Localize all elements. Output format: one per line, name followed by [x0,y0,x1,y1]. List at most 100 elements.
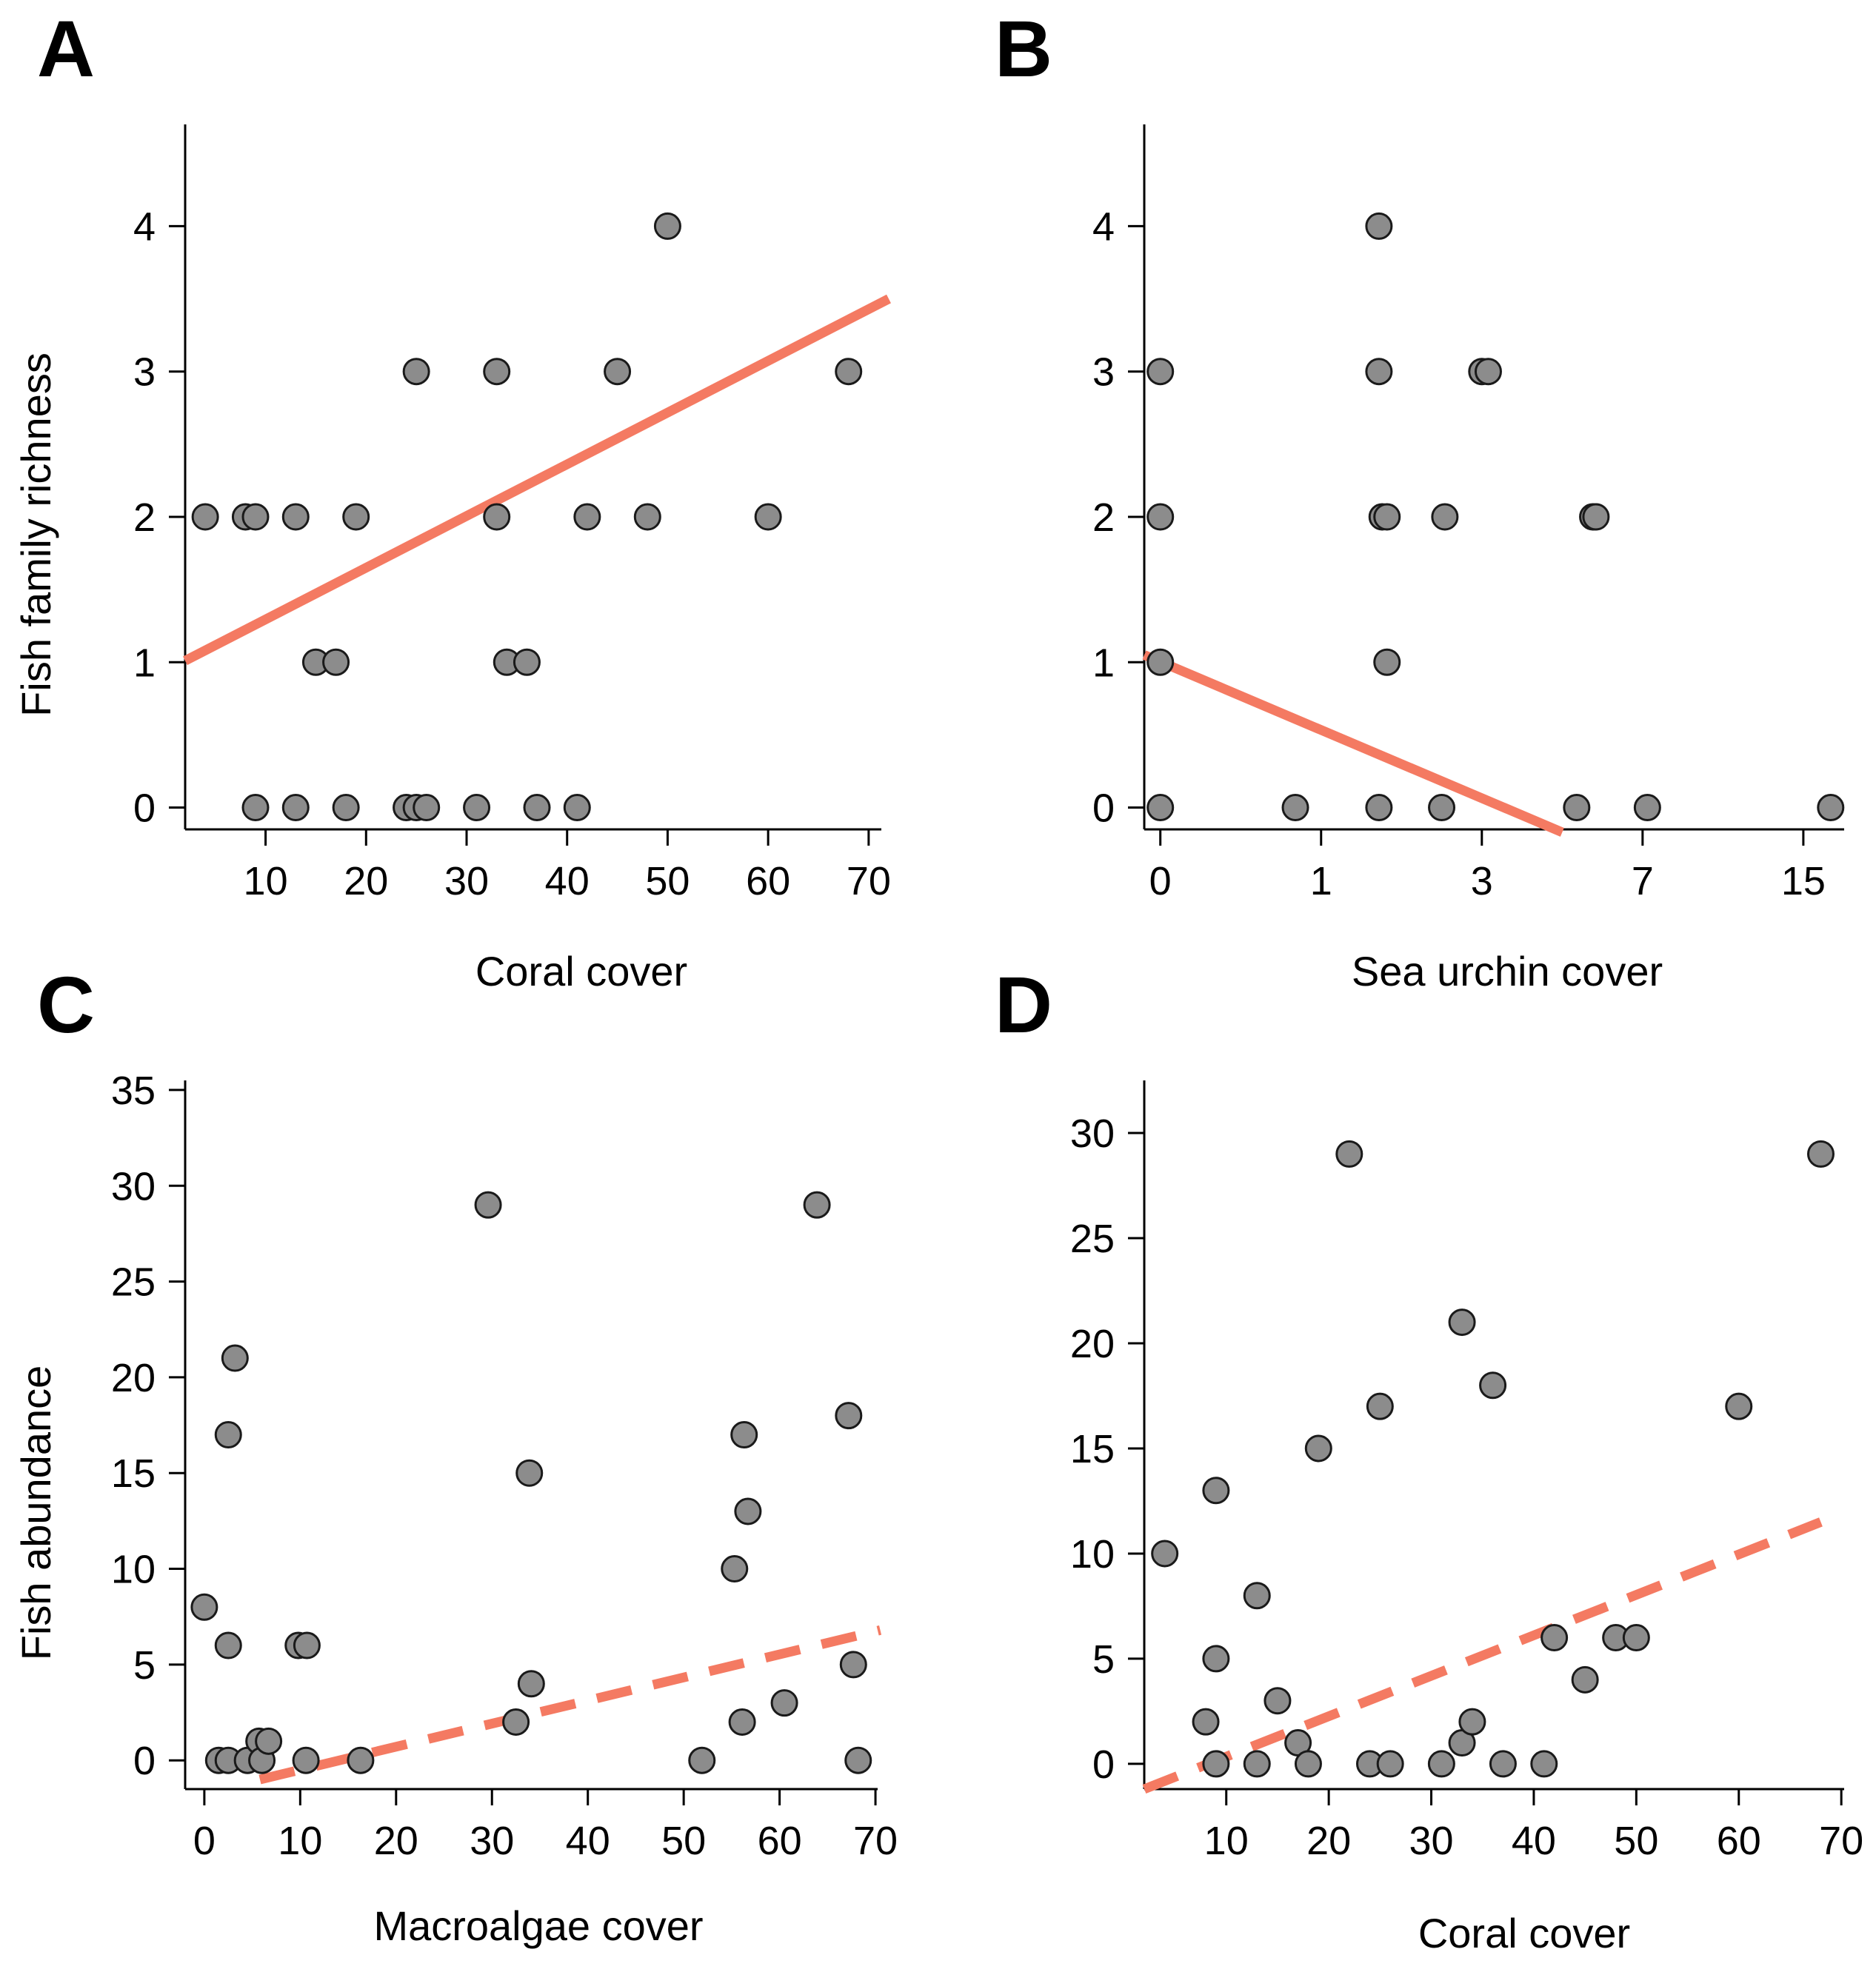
x-axis-title: Sea urchin cover [1352,948,1663,995]
x-axis-title: Coral cover [475,948,687,995]
data-point [653,212,681,240]
data-point [1622,1624,1650,1652]
y-tick-label: 0 [1092,1742,1115,1787]
y-tick-label: 0 [133,786,156,831]
panel-label: B [995,4,1052,93]
panel-d: D Coral cover 10 20 30 40 50 60 70 0 5 10 15 20 25 30 [995,960,1863,1956]
y-tick-label: 2 [1092,495,1115,540]
data-point [1202,1750,1230,1778]
fit [258,1625,882,1785]
data-point [1428,794,1456,822]
y-axis-title: Fish abundance [13,1366,59,1661]
data-point [1458,1708,1486,1736]
data-point [241,503,270,531]
y-tick-label: 15 [111,1451,156,1496]
data-point [1365,794,1393,822]
data-point [1474,358,1502,386]
data-point [293,1631,321,1660]
data-point [1571,1665,1599,1694]
x-tick-label: 70 [1819,1819,1863,1863]
data-point [513,648,541,676]
panel-label: A [37,4,95,93]
x-tick-label: 3 [1471,859,1493,903]
data-point [728,1708,756,1736]
x-tick-label: 20 [344,859,388,903]
data-point [1806,1140,1835,1168]
panel-c: C Macroalgae cover Fish abundance 0 10 20 3… [13,960,898,1949]
x-tick-label: 60 [758,1819,802,1863]
y-tick-label: 30 [111,1164,156,1209]
data-point [835,358,863,386]
x-tick-label: 50 [645,859,690,903]
data-point [1563,794,1591,822]
x-axis-title: Coral cover [1418,1910,1630,1956]
data-point [734,1497,762,1525]
x-tick-label: 60 [1717,1819,1761,1863]
x-tick-label: 20 [1306,1819,1351,1863]
points [1146,212,1845,822]
panel-label: D [995,960,1052,1049]
data-point [342,503,370,531]
data-point [1540,1624,1569,1652]
data-point [241,794,270,822]
fit-line [1142,650,1564,837]
data-point [502,1708,530,1736]
x-tick-label: 40 [545,859,590,903]
x-tick-label: 0 [1149,859,1172,903]
ticks: 0 1 3 7 15 0 1 2 3 4 [1092,124,1844,903]
x-tick-label: 10 [278,1819,322,1863]
data-point [1281,794,1309,822]
data-point [1264,1687,1292,1715]
data-point [322,648,350,676]
data-point [214,1631,242,1660]
data-point [1489,1750,1517,1778]
panel-label: C [37,960,95,1049]
data-point [1304,1434,1332,1463]
y-tick-label: 20 [1070,1322,1115,1366]
data-point [839,1651,867,1679]
x-tick-label: 30 [470,1819,514,1863]
data-point [332,794,360,822]
data-point [1365,212,1393,240]
y-tick-label: 10 [1070,1532,1115,1577]
data-point [1243,1750,1271,1778]
data-point [1151,1540,1179,1568]
data-point [1335,1140,1363,1168]
data-point [844,1746,872,1774]
y-tick-label: 2 [133,495,156,540]
data-point [1146,503,1175,531]
data-point [573,503,601,531]
y-tick-label: 5 [1092,1637,1115,1682]
data-point [191,503,219,531]
data-point [523,794,551,822]
y-tick-label: 1 [133,641,156,685]
data-point [292,1746,320,1774]
x-tick-label: 15 [1781,859,1826,903]
data-point [1243,1582,1271,1610]
data-point [347,1746,375,1774]
y-tick-label: 10 [111,1548,156,1592]
fit-line [258,1625,882,1785]
fit [1142,1517,1823,1794]
x-tick-label: 50 [661,1819,706,1863]
ticks: 0 10 20 30 40 50 60 70 0 5 10 15 20 25 30 35 [111,1069,898,1863]
y-tick-label: 3 [1092,350,1115,395]
fit-line [1142,1517,1823,1794]
data-point [221,1344,249,1372]
x-tick-label: 7 [1632,859,1654,903]
points [1151,1140,1835,1778]
y-tick-label: 0 [1092,786,1115,831]
data-point [1294,1750,1322,1778]
y-tick-label: 25 [1070,1217,1115,1261]
fit [1142,650,1564,837]
data-point [730,1421,758,1448]
y-tick-label: 3 [133,350,156,395]
data-point [1192,1708,1220,1736]
data-point [474,1191,502,1219]
data-point [1633,794,1661,822]
y-tick-label: 4 [133,204,156,249]
data-point [1582,503,1610,531]
data-point [517,1670,545,1698]
data-point [483,503,511,531]
